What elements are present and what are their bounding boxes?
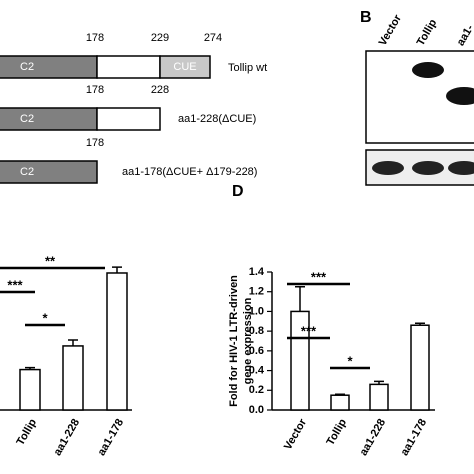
- position: 178: [86, 32, 104, 44]
- band: [412, 62, 444, 78]
- position: 274: [204, 32, 222, 44]
- domain-cue: [159, 55, 211, 79]
- error-bar: [25, 366, 35, 370]
- x-tick-label: Tollip: [14, 417, 39, 448]
- x-tick-label: aa1-178: [399, 417, 430, 458]
- bar: [330, 394, 350, 411]
- bar: [62, 345, 84, 411]
- panel-letter: D: [232, 183, 244, 200]
- domain-c2: [0, 55, 98, 79]
- y-tick-label: 1.4: [249, 266, 265, 278]
- bar: [106, 272, 128, 411]
- band: [412, 161, 444, 175]
- band: [448, 161, 474, 175]
- significance-label: *: [42, 310, 48, 325]
- panel-letter: B: [360, 9, 372, 26]
- band: [446, 87, 474, 105]
- significance-label: ***: [311, 269, 327, 284]
- y-tick-label: 1.2: [249, 286, 264, 298]
- y-tick-label: 0.0: [249, 404, 264, 416]
- y-axis-label: Fold for HIV-1 LTR-driven: [228, 275, 240, 407]
- lane-label: Tollip: [415, 17, 440, 48]
- lane-label: aa1-: [455, 23, 474, 48]
- x-tick-label: aa1-178: [96, 417, 127, 458]
- position: 178: [86, 84, 104, 96]
- panel-b: B Vector Tollip aa1-: [360, 9, 474, 186]
- y-tick-label: 1.0: [249, 305, 264, 317]
- y-tick-label: 0.2: [249, 384, 264, 396]
- error-bar: [335, 393, 345, 396]
- x-tick-label: Tollip: [324, 417, 349, 448]
- error-bar: [374, 380, 384, 385]
- bar: [19, 368, 41, 411]
- error-bar: [295, 286, 305, 312]
- panel-a: 178 229 274 C2 CUE Tollip wt 178 228 C2 …: [0, 32, 267, 184]
- x-tick-label: Vector: [282, 416, 310, 452]
- domain-label: C2: [20, 61, 34, 73]
- significance-label: **: [45, 253, 56, 268]
- position: 178: [86, 137, 104, 149]
- position: 228: [151, 84, 169, 96]
- lane-label: Vector: [377, 12, 405, 48]
- domain-label: C2: [20, 113, 34, 125]
- construct-label: aa1-178(ΔCUE+ Δ179-228): [122, 166, 257, 178]
- significance-label: ***: [7, 277, 23, 292]
- bar: [410, 324, 430, 411]
- position: 229: [151, 32, 169, 44]
- significance-label: ***: [301, 323, 317, 338]
- significance-label: *: [347, 353, 353, 368]
- construct-label: Tollip wt: [228, 62, 267, 74]
- linker: [96, 107, 161, 131]
- error-bar: [112, 266, 122, 273]
- error-bar: [68, 339, 78, 346]
- y-axis-label: gene expression: [242, 297, 254, 384]
- band: [372, 161, 404, 175]
- y-tick-label: 0.8: [249, 325, 264, 337]
- linker: [96, 55, 161, 79]
- domain-label: C2: [20, 166, 34, 178]
- domain-c2: [0, 160, 98, 184]
- construct-label: aa1-228(ΔCUE): [178, 113, 256, 125]
- y-tick-label: 0.4: [249, 364, 265, 376]
- domain-c2: [0, 107, 98, 131]
- domain-label: CUE: [173, 61, 196, 73]
- bar: [369, 383, 389, 411]
- y-tick-label: 0.6: [249, 345, 264, 357]
- x-tick-label: aa1-228: [358, 417, 389, 458]
- error-bar: [415, 322, 425, 326]
- x-tick-label: aa1-228: [52, 417, 83, 458]
